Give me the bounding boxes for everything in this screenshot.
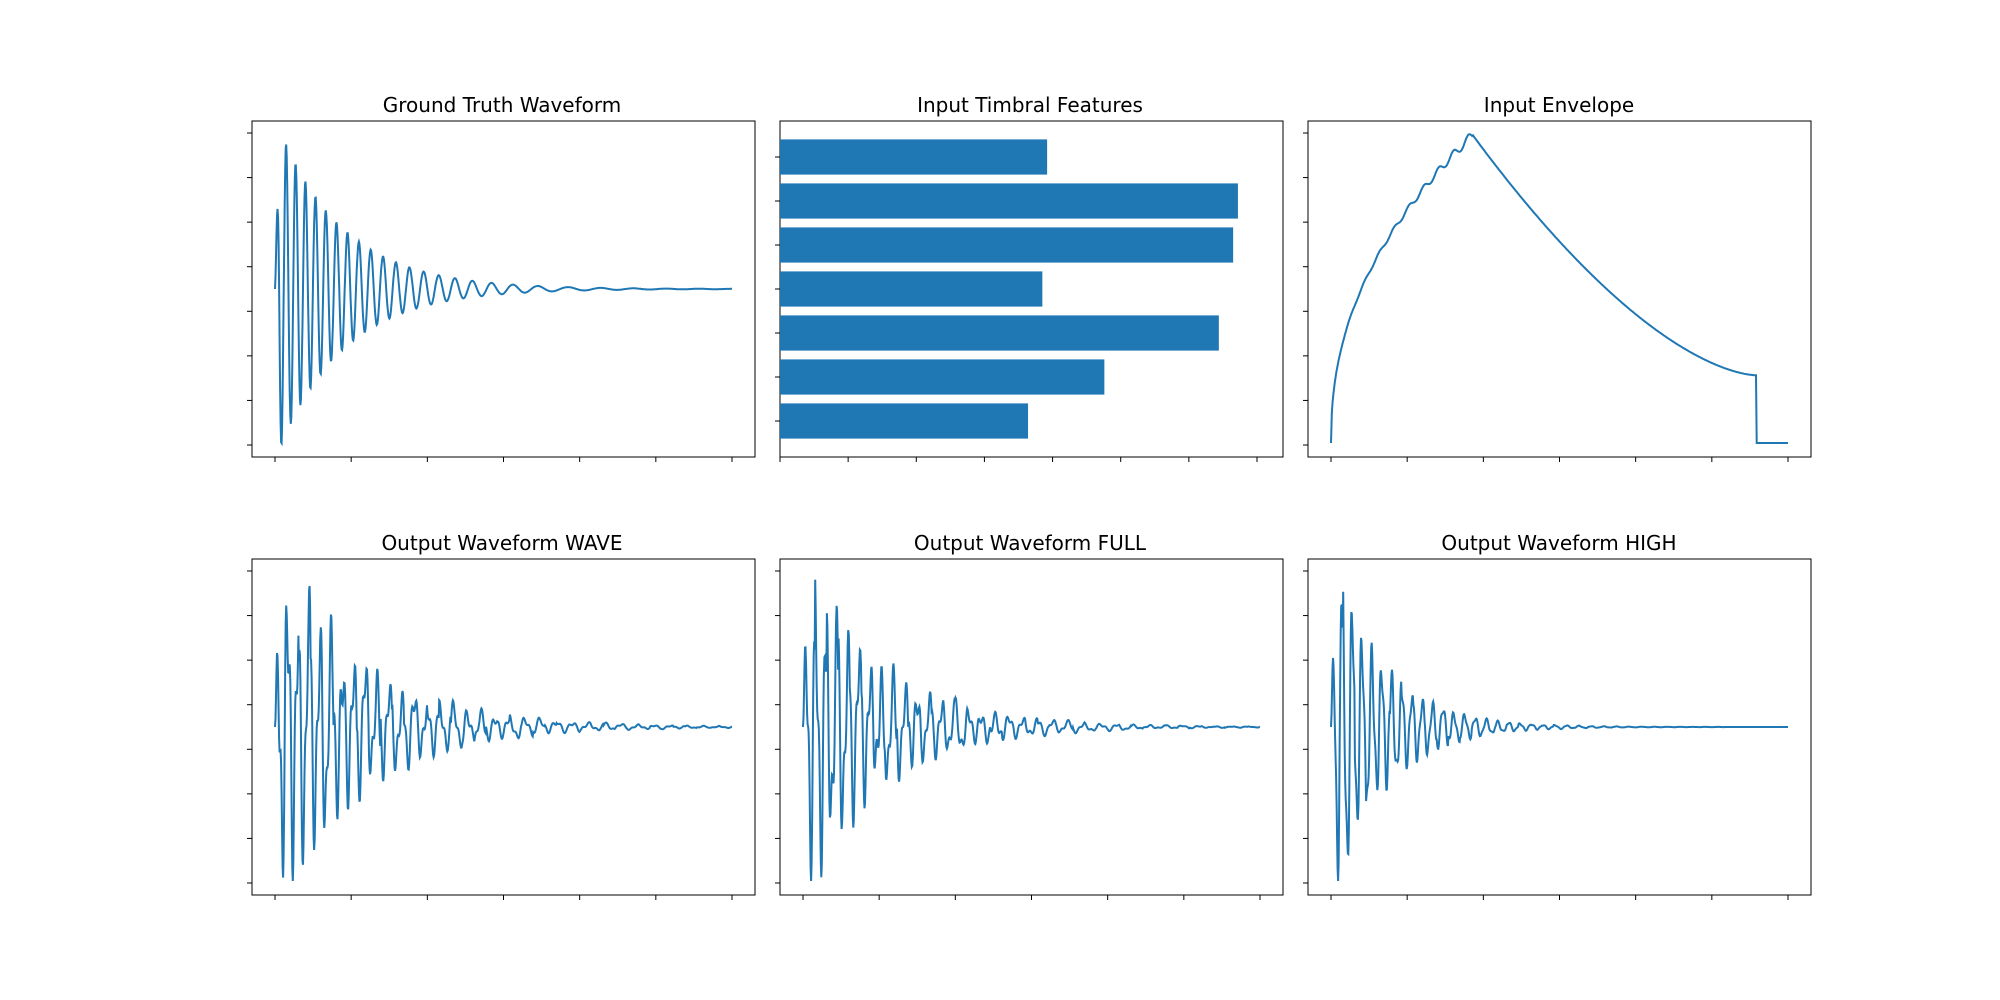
plot-area bbox=[775, 139, 1258, 462]
bar bbox=[780, 315, 1219, 351]
bar bbox=[780, 359, 1105, 395]
series-line bbox=[1330, 591, 1788, 882]
panel-input-timbral-features: Input Timbral Features bbox=[775, 93, 1284, 462]
plot-area bbox=[247, 570, 733, 900]
plot-area bbox=[1303, 570, 1789, 900]
panel-title: Ground Truth Waveform bbox=[383, 93, 622, 117]
axis-ticks bbox=[775, 570, 1261, 900]
panel-title: Input Envelope bbox=[1484, 93, 1634, 117]
bar bbox=[780, 271, 1043, 307]
panel-output-waveform-full: Output Waveform FULL bbox=[775, 531, 1284, 900]
panel-ground-truth-waveform: Ground Truth Waveform bbox=[247, 93, 756, 462]
series-line bbox=[1330, 133, 1788, 444]
series-line bbox=[274, 585, 733, 882]
panel-title: Output Waveform WAVE bbox=[381, 531, 622, 555]
panel-output-waveform-high: Output Waveform HIGH bbox=[1303, 531, 1812, 900]
panel-title: Output Waveform FULL bbox=[914, 531, 1147, 555]
panel-input-envelope: Input Envelope bbox=[1303, 93, 1812, 462]
plot-area bbox=[775, 570, 1261, 900]
panel-title: Input Timbral Features bbox=[917, 93, 1143, 117]
plot-area bbox=[247, 132, 733, 462]
bar bbox=[780, 227, 1234, 263]
series-line bbox=[802, 579, 1261, 882]
axis-ticks bbox=[247, 570, 733, 900]
bar bbox=[780, 139, 1048, 175]
bar bbox=[780, 183, 1238, 219]
series-line bbox=[274, 144, 732, 447]
axis-ticks bbox=[247, 132, 733, 462]
axis-ticks bbox=[1303, 132, 1789, 462]
bar bbox=[780, 403, 1029, 439]
plot-area bbox=[1303, 132, 1789, 462]
panel-output-waveform-wave: Output Waveform WAVE bbox=[247, 531, 756, 900]
axis-ticks bbox=[1303, 570, 1789, 900]
panel-title: Output Waveform HIGH bbox=[1441, 531, 1676, 555]
